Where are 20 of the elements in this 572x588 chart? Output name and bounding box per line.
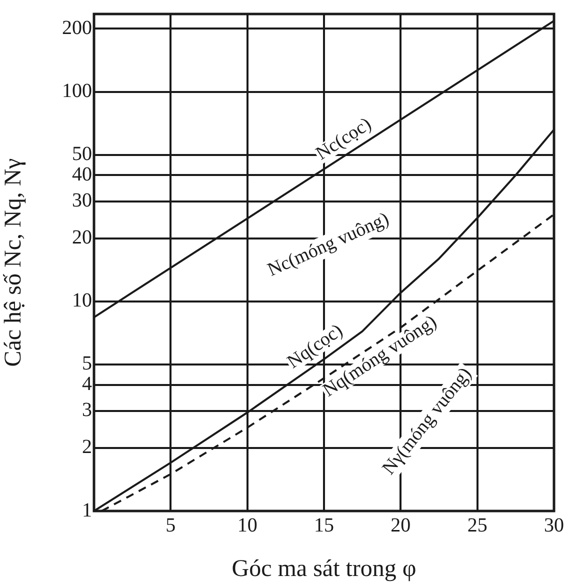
y-tick-label: 5 [82,352,92,375]
y-tick-label: 30 [72,190,92,212]
y-tick-label: 40 [72,163,92,186]
x-tick-label: 20 [390,514,411,536]
y-tick-label: 20 [72,226,92,249]
x-axis-title: Góc ma sát trong φ [232,556,416,582]
y-tick-label: 50 [72,143,92,166]
y-tick-label: 100 [62,80,92,102]
x-tick-label: 10 [237,514,258,536]
y-tick-label: 2 [82,436,92,458]
y-tick-label: 4 [82,373,92,396]
x-tick-label: 15 [314,514,334,536]
y-tick-label: 200 [62,16,92,39]
y-axis-title: Các hệ số Nc, Nq, Nγ [0,158,27,367]
x-tick-label: 30 [544,514,564,536]
y-tick-label: 1 [82,499,92,522]
y-tick-label: 3 [82,399,92,422]
x-tick-label: 5 [166,514,176,536]
x-tick-label: 25 [467,514,488,536]
y-tick-label: 10 [72,290,92,312]
